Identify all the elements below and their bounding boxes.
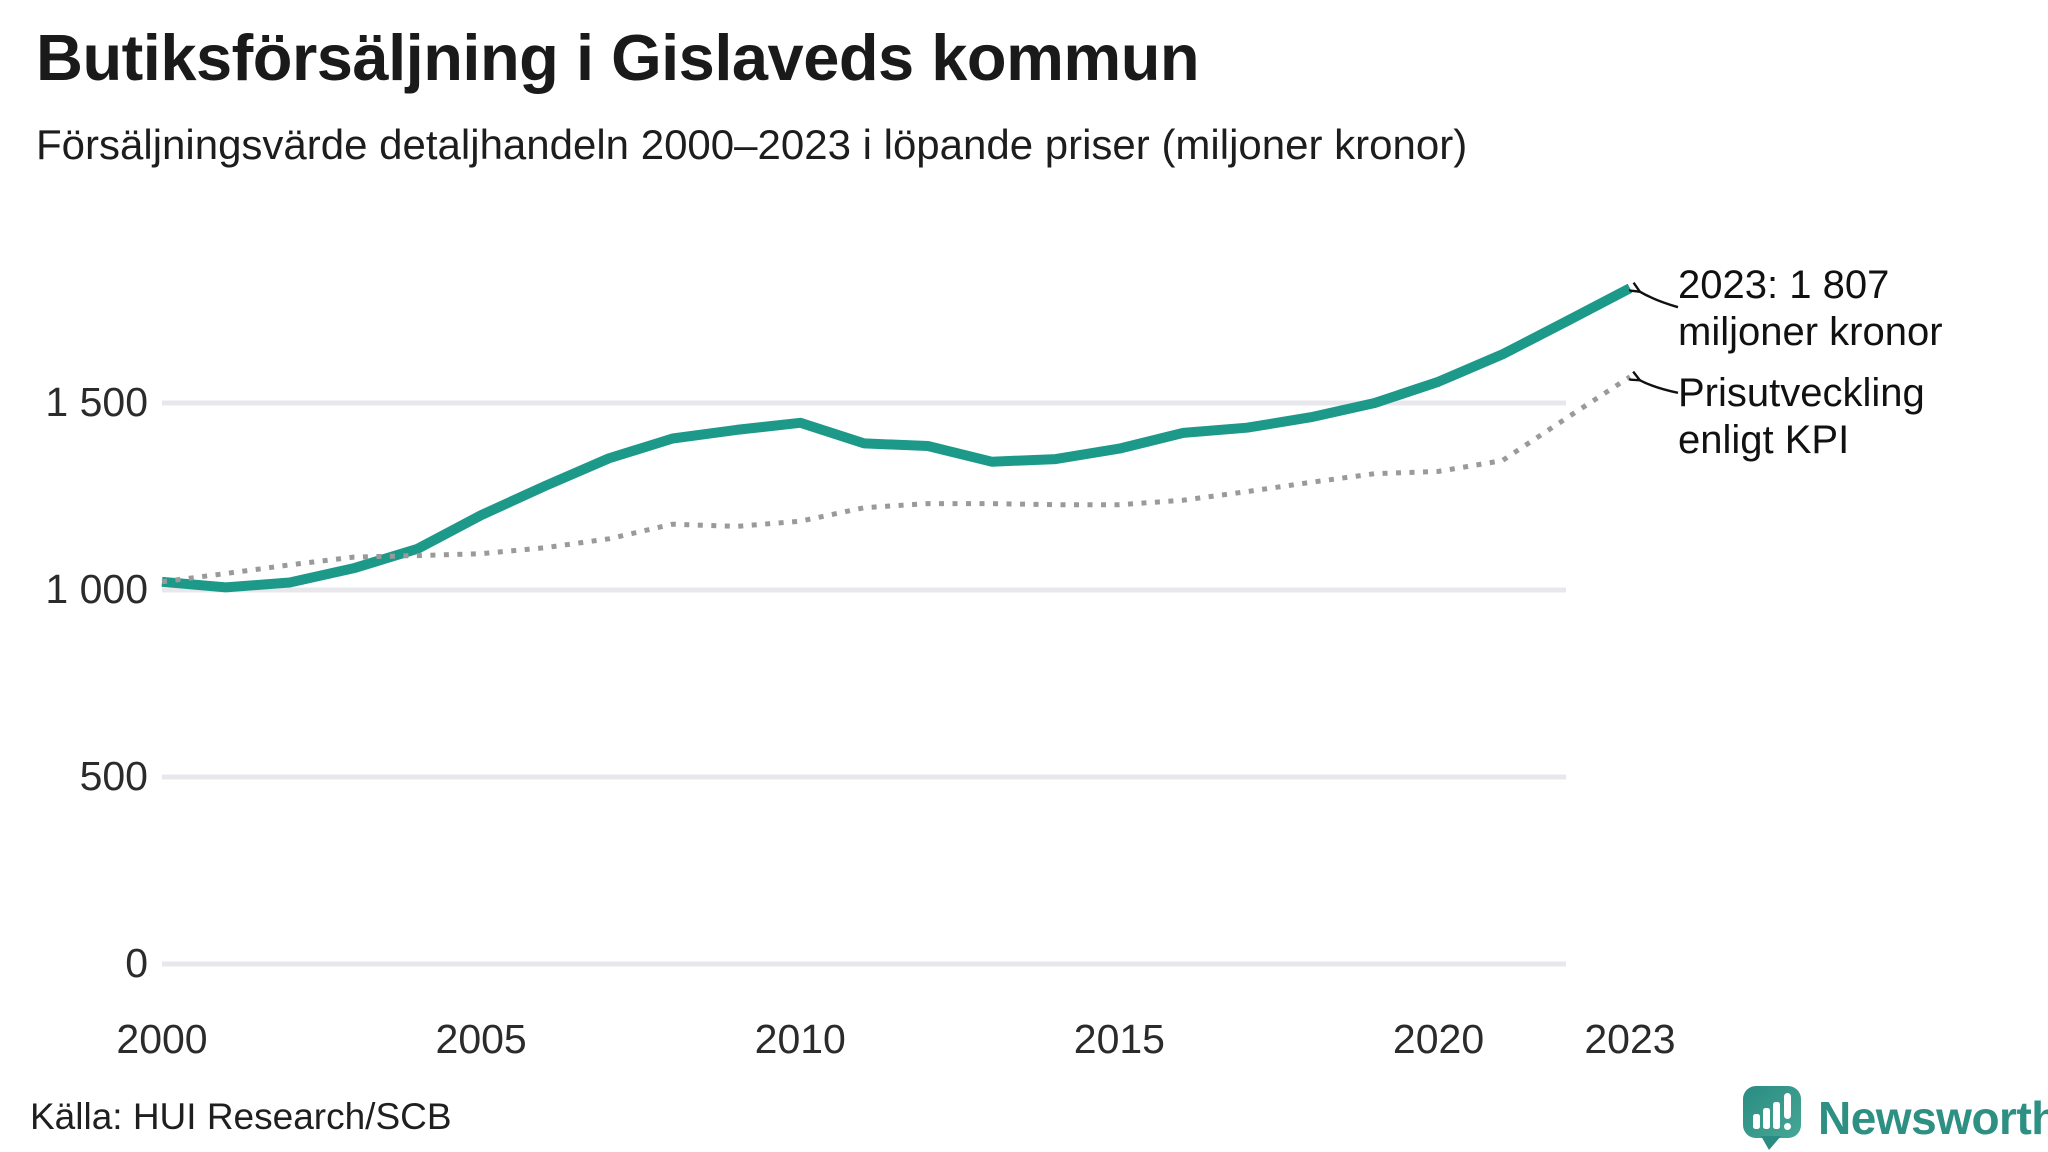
sales-line <box>161 283 1633 593</box>
kpi-line <box>161 374 1632 585</box>
x-tick-label: 2023 <box>1584 1016 1676 1062</box>
x-tick-label: 2000 <box>116 1016 208 1062</box>
x-tick-label: 2020 <box>1392 1016 1485 1062</box>
annotation-arrows <box>1639 291 1679 394</box>
annotation-kpi-label: Prisutveckling enligt KPI <box>1678 370 1925 464</box>
gridlines <box>162 400 1566 967</box>
y-tick-label: 0 <box>125 940 148 986</box>
newsworthy-speech-bubble-barchart-icon <box>1743 1086 1801 1150</box>
annotation-sales-line1: 2023: 1 807 <box>1678 263 1890 307</box>
logo-wordmark: Newsworthy <box>1818 1092 2048 1144</box>
newsworthy-logo[interactable]: Newsworthy <box>1742 1085 2048 1151</box>
annotation-kpi-line1: Prisutveckling <box>1678 371 1925 415</box>
y-tick-label: 500 <box>79 753 148 799</box>
x-tick-label: 2010 <box>754 1016 846 1062</box>
page-subtitle: Försäljningsvärde detaljhandeln 2000–202… <box>36 121 1468 168</box>
arrow-to-kpi-line <box>1639 380 1679 394</box>
arrow-to-sales-line <box>1639 291 1679 309</box>
source-note: Källa: HUI Research/SCB <box>30 1096 452 1137</box>
x-tick-label: 2015 <box>1073 1016 1165 1062</box>
annotation-sales-value: 2023: 1 807 miljoner kronor <box>1678 262 1943 356</box>
y-tick-label: 1 500 <box>45 379 148 425</box>
x-tick-label: 2005 <box>435 1016 527 1062</box>
annotation-sales-line2: miljoner kronor <box>1678 310 1943 354</box>
y-tick-label: 1 000 <box>45 566 148 612</box>
page-title: Butiksförsäljning i Gislaveds kommun <box>36 21 1200 94</box>
annotation-kpi-line2: enligt KPI <box>1678 418 1850 462</box>
